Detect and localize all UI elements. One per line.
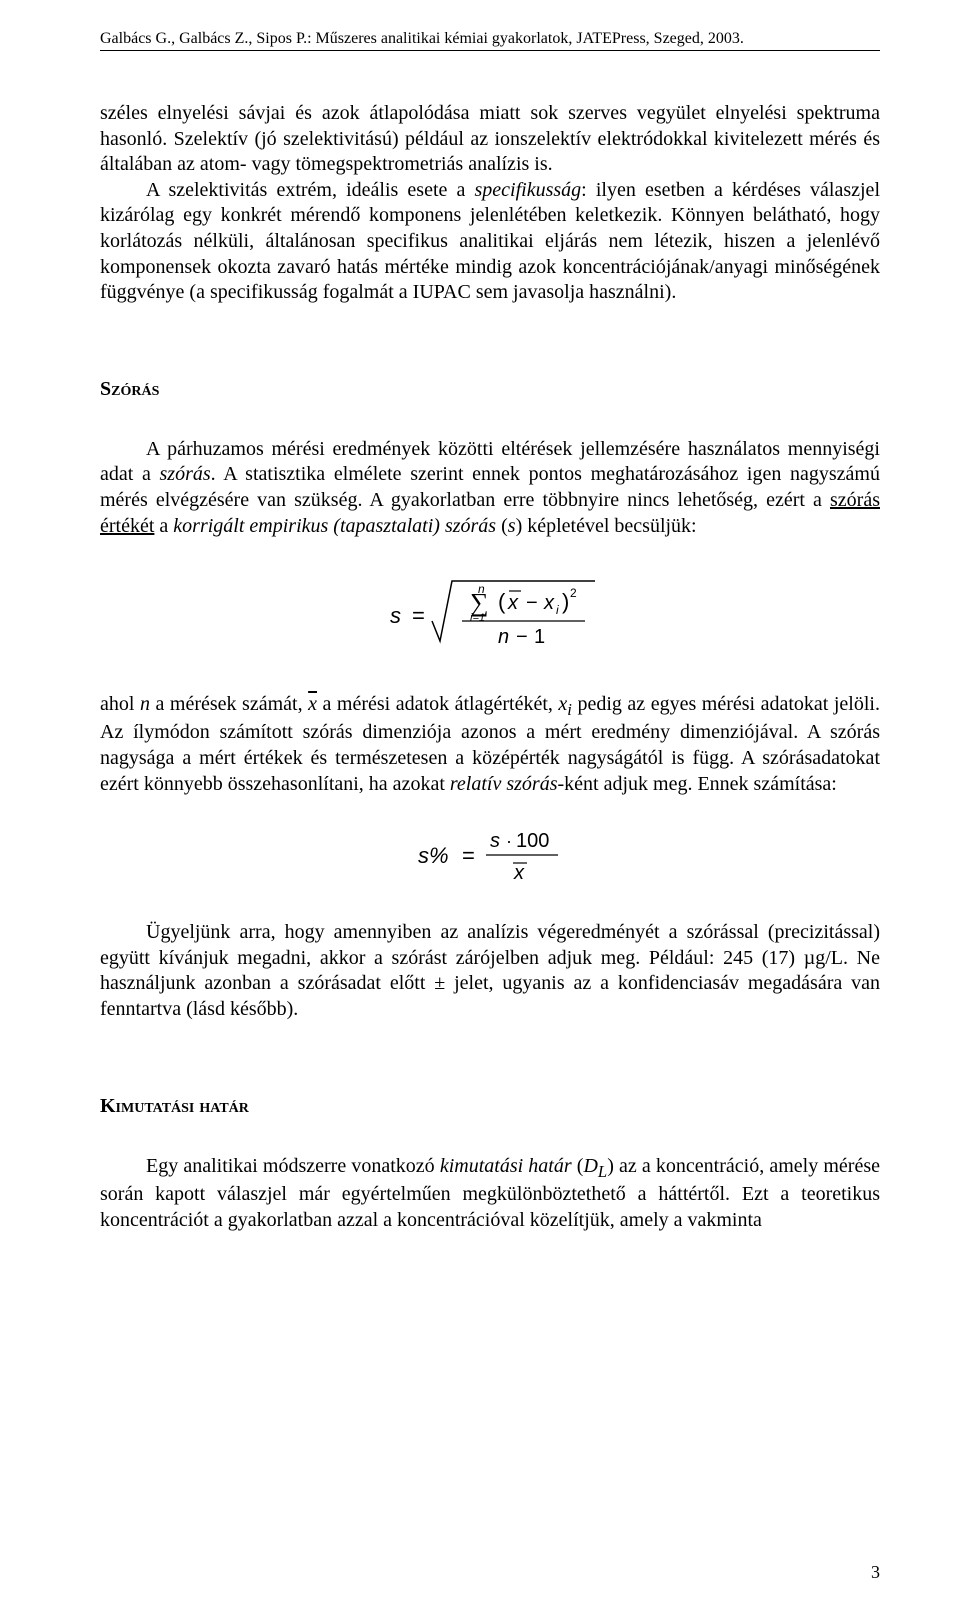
paragraph-kimutatasi: Egy analitikai módszerre vonatkozó kimut… — [100, 1154, 880, 1234]
text-fragment: ( — [572, 1155, 584, 1177]
paragraph-szoras-intro: A párhuzamos mérési eredmények közötti e… — [100, 437, 880, 539]
text-fragment: ( — [496, 515, 508, 537]
text-fragment: a — [154, 515, 173, 537]
formula2-dot: · — [506, 831, 512, 851]
symbol-xbar: x — [308, 693, 317, 715]
paren-close: ) — [562, 589, 569, 614]
formula-denom-one: 1 — [534, 626, 545, 648]
page-number: 3 — [871, 1562, 880, 1583]
text-fragment: -ként adjuk meg. Ennek számítása: — [557, 773, 836, 795]
formula2-num-s: s — [490, 830, 500, 852]
symbol-s: s — [508, 515, 516, 537]
formula-minus: − — [526, 592, 538, 614]
sum-lower: i=1 — [470, 612, 485, 624]
paragraph-continuation: széles elnyelési sávjai és azok átlapoló… — [100, 101, 880, 178]
formula2-num-100: 100 — [516, 830, 549, 852]
paragraph-specificity: A szelektivitás extrém, ideális esete a … — [100, 178, 880, 306]
formula-equals: = — [412, 603, 425, 628]
term-specifikussag: specifikusság — [475, 179, 582, 201]
formula-s: s — [390, 603, 401, 628]
formula-relative-sd: s% = s · 100 x — [100, 821, 880, 896]
page-header: Galbács G., Galbács Z., Sipos P.: Műszer… — [100, 30, 880, 51]
term-korrigalt: korrigált empirikus (tapasztalati) szórá… — [173, 515, 496, 537]
symbol-xi: x — [558, 693, 567, 715]
formula-denom-minus: − — [516, 626, 528, 648]
text-fragment: a mérések számát, — [150, 693, 308, 715]
text-fragment: ahol — [100, 693, 140, 715]
text-fragment: Egy analitikai módszerre vonatkozó — [146, 1155, 440, 1177]
formula-xi-sub: i — [556, 603, 559, 617]
symbol-D: D — [583, 1155, 597, 1177]
formula2-denom-x: x — [513, 862, 525, 884]
formula-standard-deviation: s = n ∑ i=1 ( x − x i ) 2 n — [100, 563, 880, 668]
formula-exp: 2 — [570, 586, 577, 600]
heading-szoras: Szórás — [100, 378, 880, 401]
symbol-n: n — [140, 693, 150, 715]
formula2-equals: = — [462, 843, 475, 868]
text-fragment: ) képletével becsüljük: — [516, 515, 697, 537]
formula-denom-n: n — [498, 626, 509, 648]
formula2-spct: s% — [418, 843, 449, 868]
paren-open: ( — [498, 589, 506, 614]
text-fragment: . A statisztika elmélete szerint ennek p… — [100, 463, 880, 511]
text-fragment: A szelektivitás extrém, ideális esete a — [146, 179, 475, 201]
term-szoras: szórás — [160, 463, 211, 485]
term-kimutatasi-hatar: kimutatási határ — [440, 1155, 572, 1177]
term-relativ-szoras: relatív szórás — [450, 773, 558, 795]
symbol-DL-sub: L — [598, 1162, 607, 1181]
paragraph-szoras-usage: Ügyeljünk arra, hogy amennyiben az analí… — [100, 920, 880, 1022]
formula-xbar: x — [507, 592, 519, 614]
text-fragment: a mérési adatok átlagértékét, — [317, 693, 558, 715]
formula-xi: x — [543, 592, 555, 614]
paragraph-szoras-notation: ahol n a mérések számát, x a mérési adat… — [100, 692, 880, 797]
heading-kimutatasi: Kimutatási határ — [100, 1095, 880, 1118]
